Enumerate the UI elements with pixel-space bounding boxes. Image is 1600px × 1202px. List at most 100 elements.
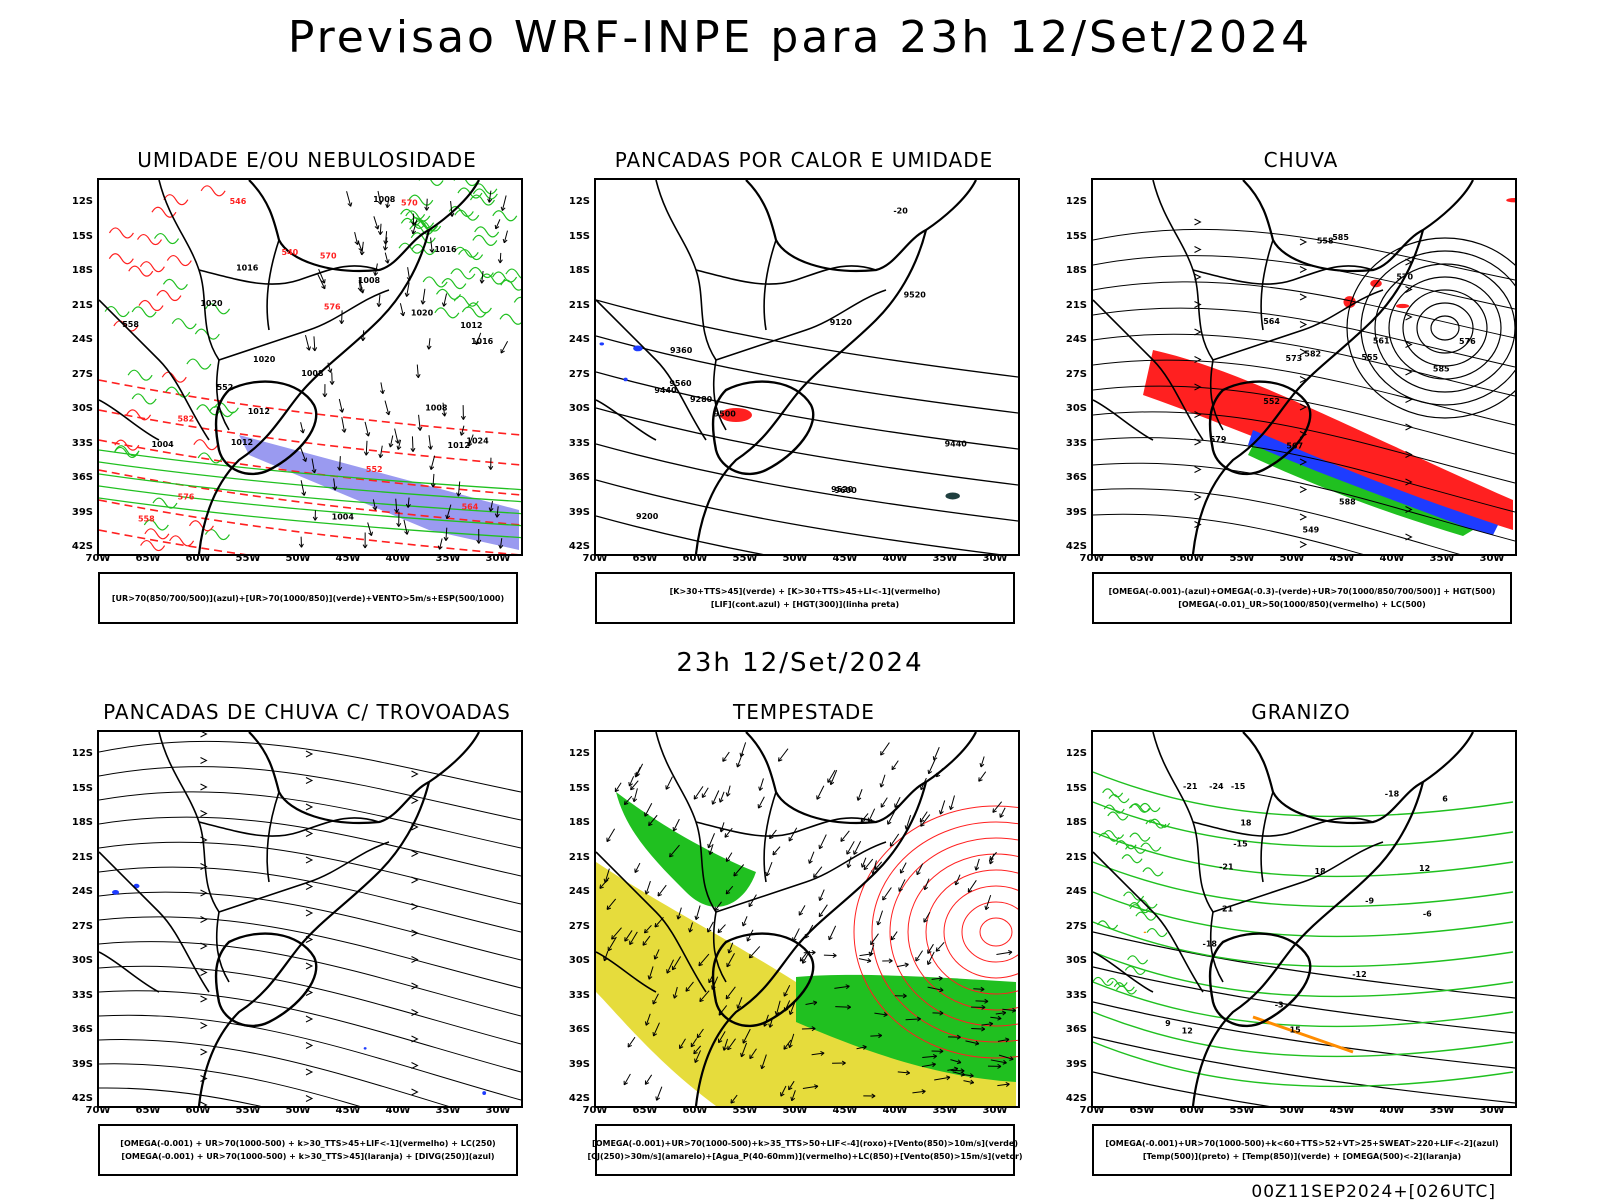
contour-label: 570 [320,251,337,260]
lat-tick-label: 36S [564,1024,590,1035]
moisture-contour [454,180,478,186]
state-border [267,240,279,330]
wind-vector [358,240,363,251]
lon-tick-label: 55W [730,553,760,564]
temp850-contour [1109,795,1129,803]
wind-vector [809,852,814,864]
contour-label: 552 [1263,397,1280,406]
contour-label: 9120 [830,318,853,327]
moisture-contour [506,269,521,279]
moisture-contour [500,314,521,324]
streamline-arrow [201,732,207,737]
streamline-arrow [1195,357,1201,363]
streamline [99,767,521,820]
temp850-contour [1146,820,1166,828]
wind-vector [726,786,730,797]
state-border [716,290,886,360]
lat-tick-label: 27S [1061,369,1087,380]
contour-label: -21 [1183,782,1198,791]
lon-tick-label: 60W [1177,1105,1207,1116]
lon-tick-label: 45W [333,1105,363,1116]
lat-tick-label: 24S [564,886,590,897]
wind-vector [431,474,435,487]
wind-vector [993,802,1002,813]
lon-tick-label: 30W [483,1105,513,1116]
contour-label: 1008 [358,276,381,285]
lif-contour [599,342,604,345]
moisture-contour [454,296,478,306]
lat-tick-label: 21S [564,852,590,863]
moisture-contour [132,394,156,404]
panel-title: GRANIZO [1091,700,1511,724]
lat-tick-label: 42S [564,1093,590,1104]
state-border [1261,792,1273,882]
panel-title: PANCADAS POR CALOR E UMIDADE [594,148,1014,172]
wind-vector [860,952,873,956]
wind-vector [877,911,883,925]
lat-tick-label: 33S [67,438,93,449]
wind-vector [694,786,703,799]
wind-vector [364,441,368,455]
lat-tick-label: 18S [67,817,93,828]
streamline-arrow [1195,302,1201,308]
lat-tick-label: 33S [67,990,93,1001]
streamline [99,991,521,1072]
contour-label: 9500 [714,409,737,418]
contour-label: 1020 [411,309,434,318]
contour-label: 561 [1373,336,1390,345]
moisture-contour [141,541,165,551]
wind-vector [924,879,929,890]
wind-vector [936,942,944,951]
wind-vector [339,399,343,412]
lon-tick-label: 40W [383,553,413,564]
wind-vector [990,852,997,860]
wind-vector [355,232,359,244]
contour-label: 1024 [466,437,489,446]
lat-tick-label: 18S [1061,265,1087,276]
lat-tick-label: 12S [1061,748,1087,759]
lon-tick-label: 30W [980,553,1010,564]
wind-vector [900,863,906,874]
wind-vector [418,415,422,431]
coastline-north [1243,732,1473,823]
contour-label: -24 [1209,782,1224,791]
streamline-arrow [306,963,312,969]
lon-tick-label: 55W [1227,553,1257,564]
wind-vector [927,952,934,965]
moisture-contour [455,210,479,220]
contour-label: 546 [230,197,247,206]
wind-vector [819,890,824,901]
streamline-arrow [1300,322,1306,328]
lon-tick-label: 60W [1177,553,1207,564]
state-border [219,842,389,912]
wind-vector [702,788,708,798]
lon-tick-label: 40W [383,1105,413,1116]
wind-vector [656,1087,662,1101]
lat-tick-label: 33S [564,438,590,449]
contour-label: 18 [1315,867,1327,876]
wind-vector [996,951,1012,955]
rs-state-border [216,934,316,1026]
state-border [1193,266,1373,284]
wind-vector [461,405,465,420]
wind-vector [363,532,367,548]
moisture-contour [172,319,196,329]
hgt500-contour [1403,290,1487,366]
wind-vector [495,219,500,229]
lat-tick-label: 21S [1061,852,1087,863]
wind-vector [819,835,826,849]
panel-title: UMIDADE E/OU NEBULOSIDADE [97,148,517,172]
mid-date-label: 23h 12/Set/2024 [0,648,1600,678]
contour-label: 576 [1459,337,1476,346]
wind-vector [395,429,400,444]
streamline-arrow [306,1096,312,1102]
contour-label: 1016 [471,337,494,346]
lat-tick-label: 27S [67,369,93,380]
divergence-area [112,890,119,895]
map-plot: 1016101210081016102010241012100810121016… [99,180,521,554]
contour-label: -20 [893,206,908,215]
lat-tick-label: 36S [67,472,93,483]
wind-vector [778,749,788,762]
lon-tick-label: 40W [1377,1105,1407,1116]
